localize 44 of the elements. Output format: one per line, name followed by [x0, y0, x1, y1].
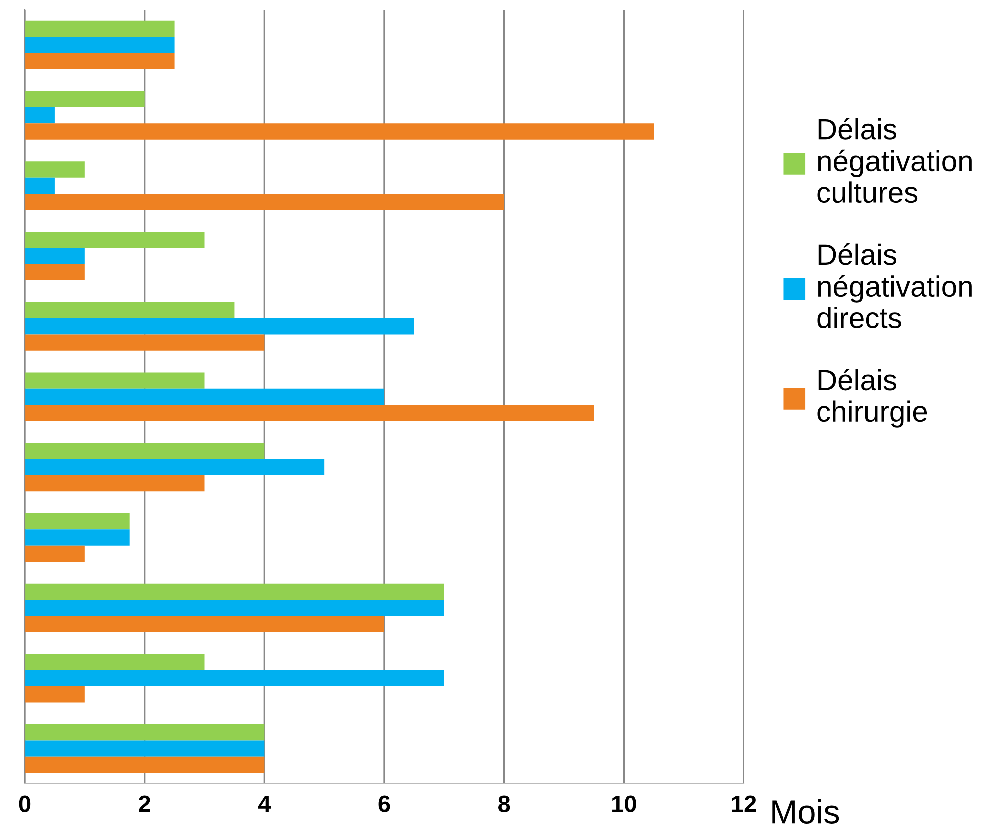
bar — [25, 178, 55, 194]
x-tick-label: 2 — [139, 796, 150, 812]
bar — [25, 616, 384, 632]
bar — [25, 405, 594, 422]
bar — [25, 670, 444, 687]
bar — [25, 584, 444, 600]
legend-label: Délais chirurgie — [818, 368, 928, 428]
x-tick-label: 8 — [498, 796, 510, 812]
bar — [25, 654, 205, 670]
bar — [25, 124, 654, 140]
bar — [25, 162, 85, 178]
bar — [25, 475, 205, 492]
bar — [25, 194, 504, 210]
bar — [25, 459, 325, 476]
bar — [25, 443, 265, 460]
bar — [25, 107, 55, 124]
bar — [25, 546, 85, 562]
bar — [25, 756, 265, 774]
bar — [25, 388, 384, 406]
bar — [25, 724, 265, 741]
bar — [25, 248, 85, 264]
x-axis-title: Mois — [772, 799, 840, 824]
x-tick-label: 4 — [258, 796, 272, 812]
bar — [25, 318, 414, 335]
legend-label: Délais négativation directs — [818, 244, 972, 329]
x-tick-label: 12 — [732, 796, 756, 812]
bar — [25, 530, 130, 546]
x-tick-label: 10 — [612, 796, 636, 812]
bar — [25, 600, 444, 616]
bar — [25, 334, 265, 351]
bar — [25, 37, 175, 54]
bar — [25, 264, 85, 281]
bar — [25, 302, 235, 319]
x-tick-label: 6 — [378, 796, 390, 812]
bar — [25, 513, 130, 530]
bar — [25, 20, 175, 38]
bar — [25, 740, 265, 757]
bar — [25, 686, 85, 703]
bar — [25, 91, 145, 108]
bar — [25, 53, 175, 70]
bar — [25, 372, 205, 389]
x-tick-label: 0 — [19, 796, 31, 812]
bar — [25, 232, 205, 248]
legend-label: Délais négativation cultures — [818, 118, 972, 204]
